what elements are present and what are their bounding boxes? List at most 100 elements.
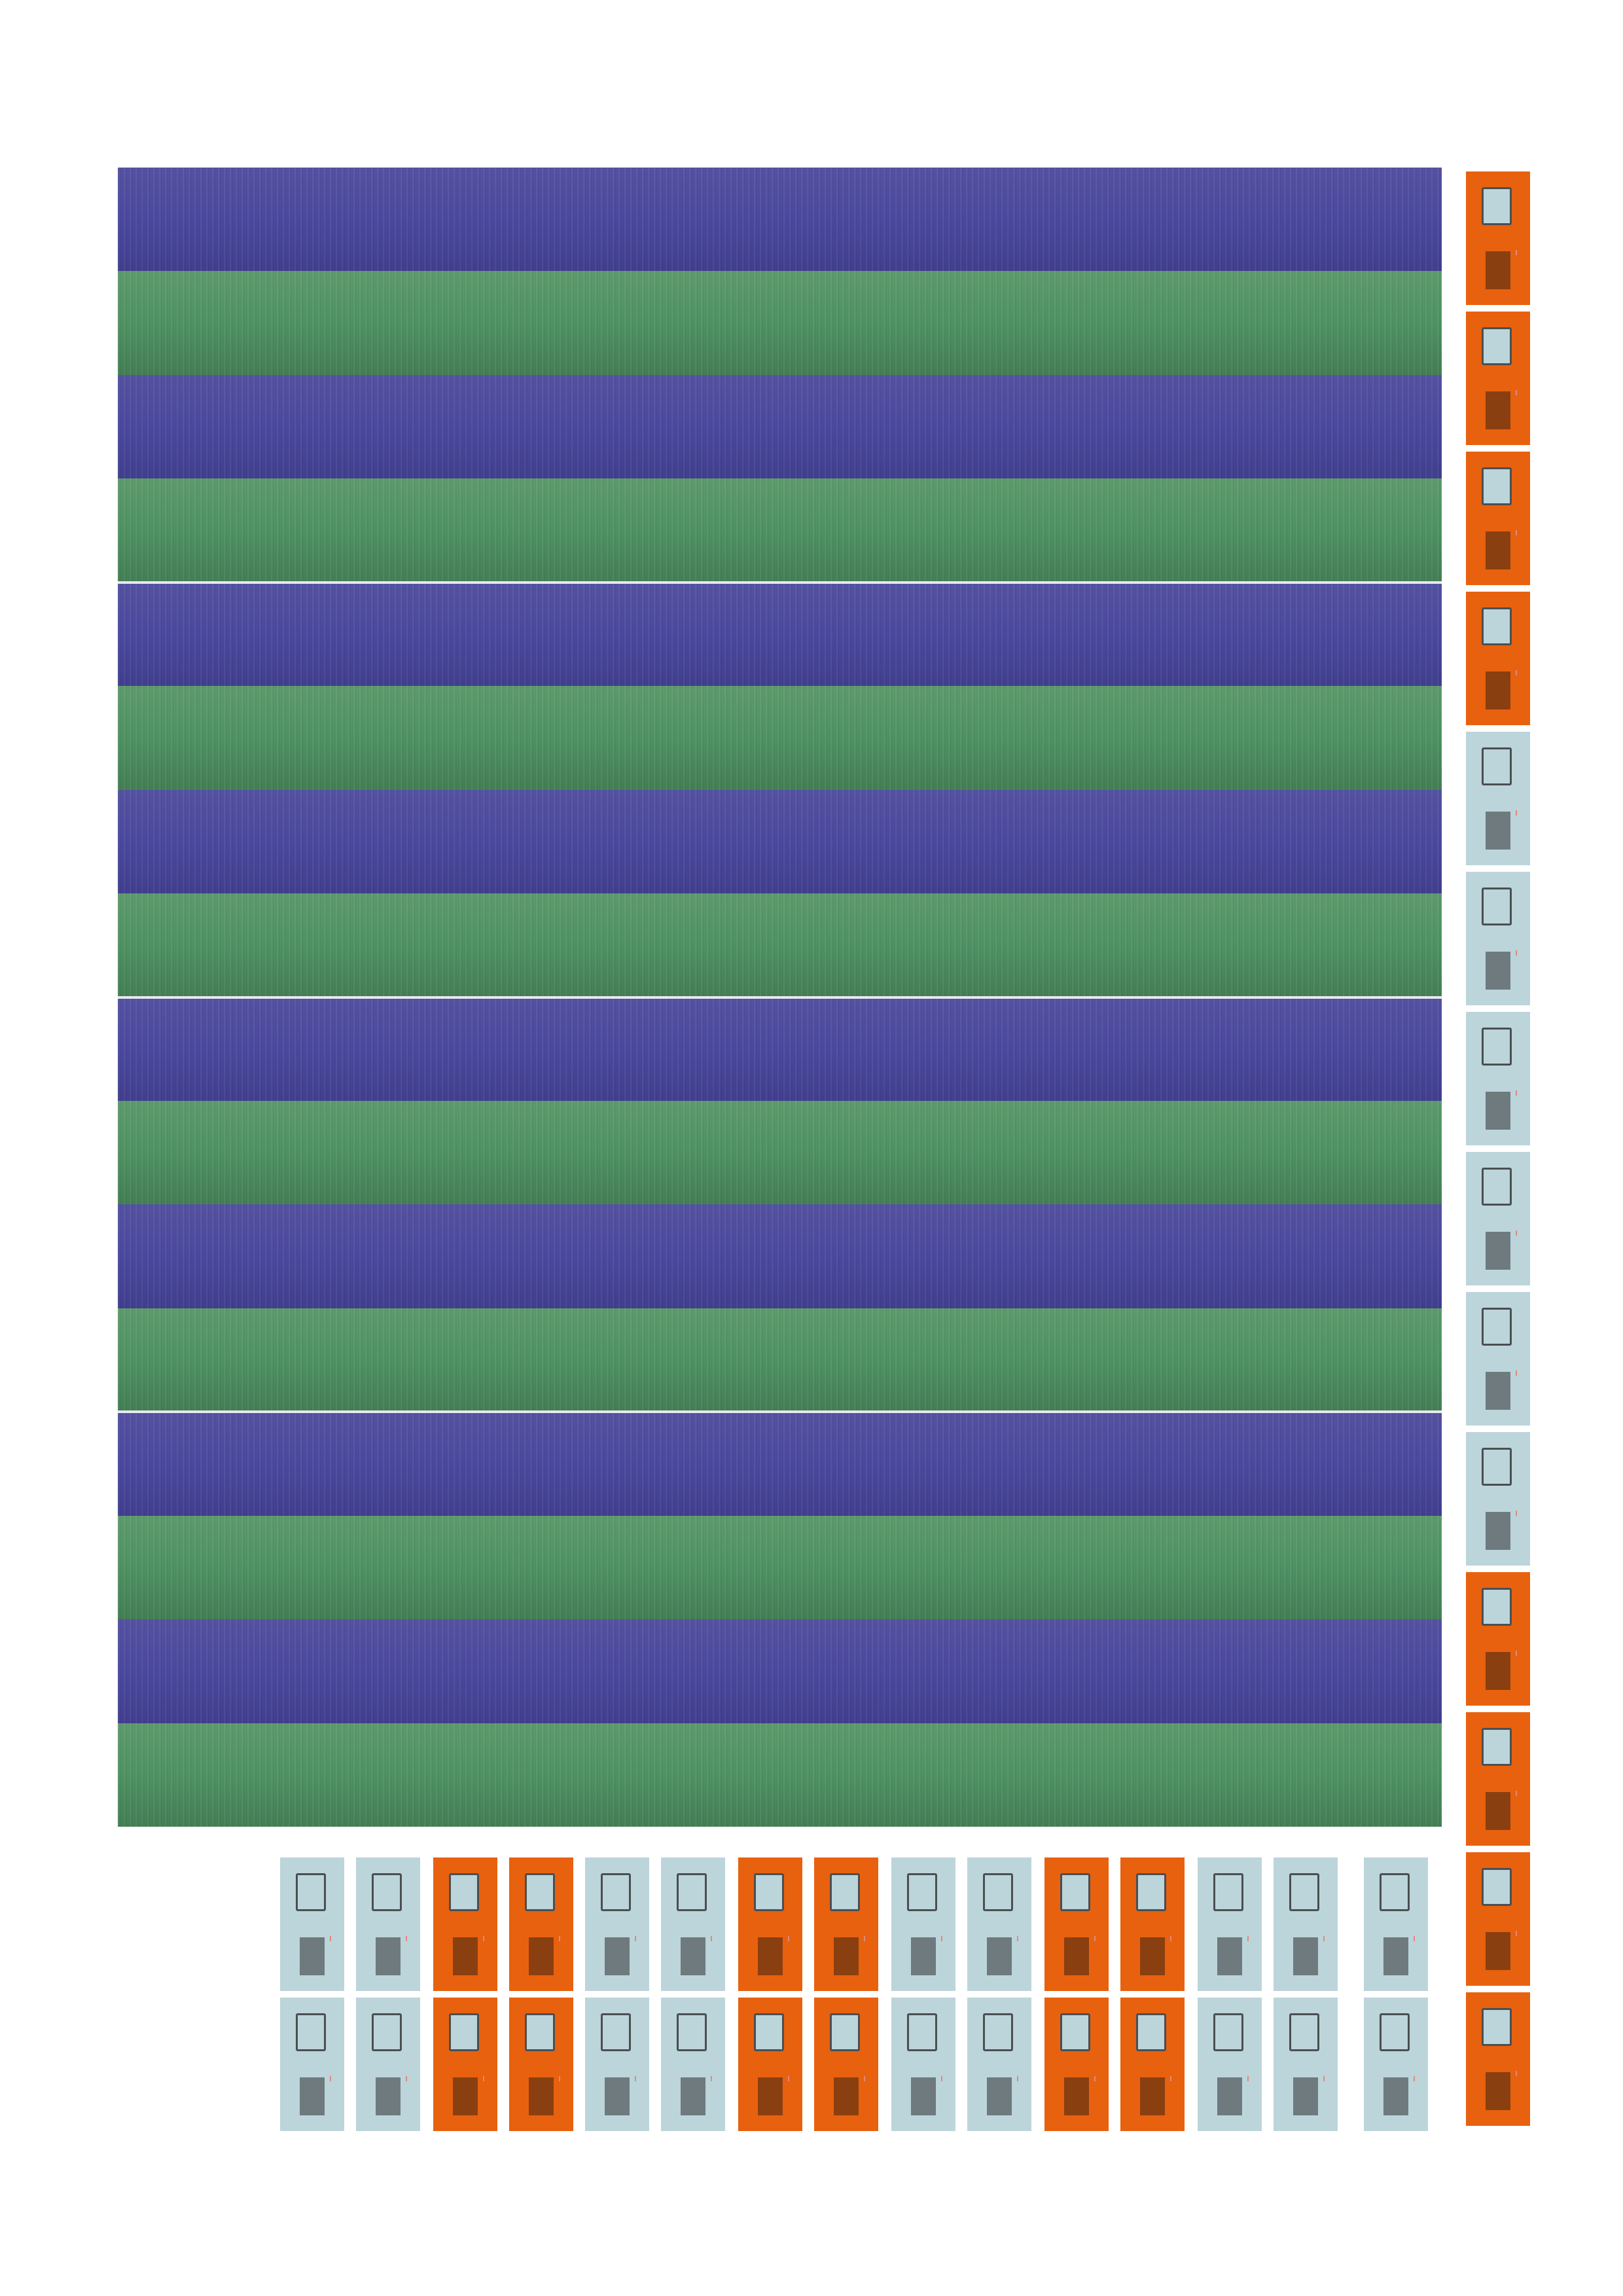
door-icon xyxy=(1486,812,1510,850)
window-icon xyxy=(1482,1028,1512,1066)
handle-mark xyxy=(1017,2076,1018,2081)
tile-light xyxy=(1274,1857,1338,1991)
tile-light xyxy=(661,1998,725,2131)
handle-mark xyxy=(1323,2076,1325,2081)
tile-orange xyxy=(814,1857,878,1991)
handle-mark xyxy=(330,2076,331,2081)
tile-orange xyxy=(1466,1572,1530,1706)
handle-mark xyxy=(559,1936,560,1941)
handle-mark xyxy=(1323,1936,1325,1941)
handle-mark xyxy=(406,1936,407,1941)
window-icon xyxy=(1482,747,1512,785)
tile-light xyxy=(1274,1998,1338,2131)
tile-light xyxy=(1466,1292,1530,1426)
tile-light xyxy=(967,1998,1031,2131)
tile-orange xyxy=(814,1998,878,2131)
door-icon xyxy=(1293,1937,1318,1975)
tile-orange xyxy=(1120,1857,1185,1991)
door-icon xyxy=(300,1937,325,1975)
handle-mark xyxy=(941,2076,942,2081)
handle-mark xyxy=(1516,1651,1517,1656)
door-icon xyxy=(1486,672,1510,709)
door-icon xyxy=(1486,391,1510,429)
door-icon xyxy=(1486,1932,1510,1970)
window-icon xyxy=(830,1873,860,1911)
window-icon xyxy=(1213,1873,1243,1911)
stripe-divider xyxy=(118,581,1442,584)
window-icon xyxy=(1136,1873,1166,1911)
handle-mark xyxy=(941,1936,942,1941)
door-icon xyxy=(1486,531,1510,569)
handle-mark xyxy=(1516,950,1517,956)
handle-mark xyxy=(1516,1090,1517,1096)
door-icon xyxy=(911,2077,936,2115)
window-icon xyxy=(1289,1873,1319,1911)
handle-mark xyxy=(864,1936,865,1941)
door-icon xyxy=(605,1937,630,1975)
tile-light xyxy=(1466,1432,1530,1566)
door-icon xyxy=(1383,2077,1408,2115)
door-icon xyxy=(1486,952,1510,990)
window-icon xyxy=(1482,467,1512,505)
tile-light xyxy=(1364,1857,1428,1991)
window-icon xyxy=(525,1873,555,1911)
tile-light xyxy=(1198,1998,1262,2131)
window-icon xyxy=(1380,2013,1410,2051)
tile-light xyxy=(661,1857,725,1991)
window-icon xyxy=(1482,1448,1512,1486)
window-icon xyxy=(1213,2013,1243,2051)
window-icon xyxy=(372,2013,402,2051)
handle-mark xyxy=(1516,1230,1517,1236)
tile-orange xyxy=(1466,312,1530,445)
window-icon xyxy=(1482,327,1512,365)
handle-mark xyxy=(635,2076,636,2081)
stripe-green xyxy=(118,686,1442,791)
tile-light xyxy=(1466,1012,1530,1145)
tile-orange xyxy=(738,1998,802,2131)
stripe-blue xyxy=(118,582,1442,687)
door-icon xyxy=(1486,1652,1510,1690)
door-icon xyxy=(1140,2077,1165,2115)
tile-light xyxy=(280,1857,344,1991)
handle-mark xyxy=(1094,1936,1096,1941)
door-icon xyxy=(1383,1937,1408,1975)
tile-light xyxy=(967,1857,1031,1991)
stripe-blue xyxy=(118,997,1442,1102)
handle-mark xyxy=(864,2076,865,2081)
tile-orange xyxy=(738,1857,802,1991)
handle-mark xyxy=(1247,1936,1249,1941)
window-icon xyxy=(754,2013,784,2051)
door-icon xyxy=(681,2077,705,2115)
window-icon xyxy=(1289,2013,1319,2051)
tile-light xyxy=(585,1857,649,1991)
handle-mark xyxy=(1414,1936,1415,1941)
door-icon xyxy=(1486,1232,1510,1270)
tile-light xyxy=(585,1998,649,2131)
door-icon xyxy=(1217,2077,1242,2115)
door-icon xyxy=(1486,1512,1510,1550)
window-icon xyxy=(983,1873,1013,1911)
window-icon xyxy=(449,2013,479,2051)
window-icon xyxy=(1482,1168,1512,1206)
window-icon xyxy=(907,1873,937,1911)
stripe-green xyxy=(118,1723,1442,1827)
door-icon xyxy=(681,1937,705,1975)
door-icon xyxy=(1217,1937,1242,1975)
window-icon xyxy=(907,2013,937,2051)
handle-mark xyxy=(635,1936,636,1941)
door-icon xyxy=(1486,2072,1510,2110)
door-icon xyxy=(911,1937,936,1975)
door-icon xyxy=(1486,1372,1510,1410)
tile-light xyxy=(280,1998,344,2131)
door-icon xyxy=(376,1937,401,1975)
tile-orange xyxy=(1466,592,1530,725)
handle-mark xyxy=(1414,2076,1415,2081)
tile-orange xyxy=(1466,1712,1530,1846)
handle-mark xyxy=(1516,1511,1517,1516)
tile-orange xyxy=(509,1998,573,2131)
window-icon xyxy=(1482,187,1512,225)
tile-light xyxy=(356,1998,420,2131)
door-icon xyxy=(1486,251,1510,289)
handle-mark xyxy=(1516,810,1517,816)
window-icon xyxy=(1482,1588,1512,1626)
